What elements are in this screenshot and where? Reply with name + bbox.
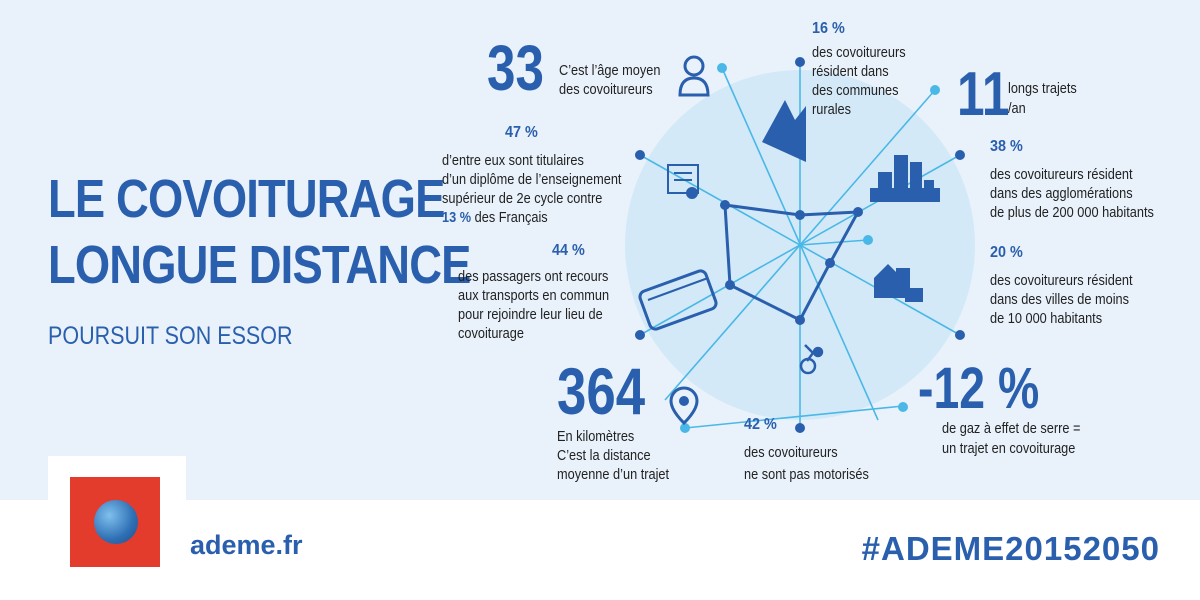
mountain-icon [762, 100, 806, 162]
diploma-icon [667, 164, 699, 199]
distance-value: 364 [557, 354, 646, 428]
diploma-line-1: d’entre eux sont titulaires [442, 153, 584, 169]
diploma-highlight: 13 % [442, 210, 472, 226]
small-towns-pct: 20 % [990, 244, 1023, 261]
transport-line-3: pour rejoindre leur lieu de [458, 307, 603, 323]
diploma-line-2: d’un diplôme de l’enseignement [442, 172, 622, 188]
distance-line-3: moyenne d’un trajet [557, 467, 670, 483]
spoke-end-dots [680, 63, 940, 433]
age-line-2: des covoitureurs [559, 82, 653, 98]
transport-pct: 44 % [552, 242, 585, 259]
distance-line-1: En kilomètres [557, 429, 635, 445]
title-line-1: LE COVOITURAGE [48, 169, 445, 229]
diploma-line-3: supérieur de 2e cycle contre [442, 191, 603, 207]
transport-line-4: covoiturage [458, 326, 524, 342]
agglo-line-1: des covoitureurs résident [990, 167, 1133, 183]
small-towns-line-1: des covoitureurs résident [990, 273, 1133, 289]
bus-icon [638, 269, 718, 331]
subtitle: POURSUIT SON ESSOR [48, 322, 293, 350]
age-value: 33 [487, 32, 544, 104]
radar-diagram [625, 55, 975, 433]
agglo-line-2: dans des agglomérations [990, 186, 1133, 202]
title-line-2: LONGUE DISTANCE [48, 235, 471, 295]
site-link[interactable]: ademe.fr [190, 530, 303, 560]
diploma-pct: 47 % [505, 124, 538, 141]
spoke-end-dots-dark [635, 57, 965, 433]
rural-line-1: des covoitureurs [812, 45, 906, 61]
agglo-line-3: de plus de 200 000 habitants [990, 205, 1154, 221]
small-towns-line-2: dans des villes de moins [990, 292, 1130, 308]
rural-line-2: résident dans [812, 64, 889, 80]
ghg-line-1: de gaz à effet de serre = [942, 421, 1081, 437]
globe-icon [94, 500, 138, 544]
diploma-line-4: 13 % des Français [442, 209, 548, 227]
radar-vertices [720, 200, 863, 325]
rural-line-3: des communes [812, 83, 899, 99]
not-motorized-line-2: ne sont pas motorisés [744, 467, 869, 483]
trips-value: 11 [957, 60, 1010, 129]
transport-line-2: aux transports en commun [458, 288, 610, 304]
rural-pct: 16 % [812, 20, 845, 37]
person-icon [678, 55, 710, 97]
rural-line-4: rurales [812, 102, 852, 118]
cyclist-icon [799, 344, 824, 375]
trips-line-2: /an [1008, 101, 1026, 117]
not-motorized-line-1: des covoitureurs [744, 445, 838, 461]
buildings-icon [874, 264, 923, 302]
hashtag[interactable]: #ADEME20152050 [861, 530, 1160, 567]
trips-line-1: longs trajets [1008, 81, 1077, 97]
footer-bar [0, 500, 1200, 600]
small-towns-line-3: de 10 000 habitants [990, 311, 1103, 327]
not-motorized-pct: 42 % [744, 416, 777, 433]
agglo-pct: 38 % [990, 138, 1023, 155]
diploma-line-4-rest: des Français [471, 210, 548, 226]
infographic-panel [0, 0, 1200, 500]
ghg-line-2: un trajet en covoiturage [942, 441, 1076, 457]
transport-line-1: des passagers ont recours [458, 269, 609, 285]
age-line-1: C’est l’âge moyen [559, 63, 661, 79]
distance-line-2: C’est la distance [557, 448, 651, 464]
map-pin-icon [669, 386, 699, 426]
city-icon [870, 155, 940, 202]
ghg-value: -12 % [918, 356, 1040, 421]
